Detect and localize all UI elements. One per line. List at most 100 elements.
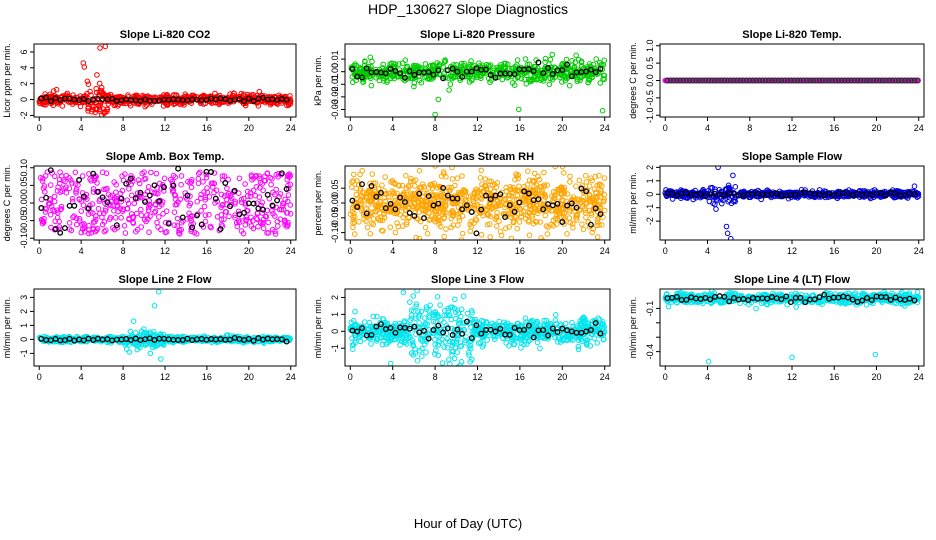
mean-point bbox=[730, 190, 737, 197]
outlier-point bbox=[90, 103, 97, 110]
mean-point bbox=[363, 65, 370, 72]
outlier-point bbox=[516, 106, 522, 113]
data-point bbox=[456, 217, 463, 224]
data-point bbox=[509, 80, 516, 86]
data-point bbox=[178, 173, 185, 179]
x-tick-label: 20 bbox=[871, 123, 881, 133]
data-point bbox=[583, 179, 590, 185]
mean-point bbox=[132, 195, 139, 202]
data-point bbox=[174, 223, 181, 229]
data-point bbox=[224, 185, 230, 192]
x-tick-label: 24 bbox=[600, 123, 610, 133]
data-point bbox=[115, 208, 121, 215]
data-point bbox=[416, 209, 422, 216]
data-point bbox=[93, 85, 99, 92]
data-point bbox=[598, 190, 604, 197]
data-point bbox=[580, 226, 587, 233]
data-point bbox=[435, 214, 442, 221]
data-point bbox=[548, 64, 555, 71]
data-point bbox=[593, 189, 599, 195]
mean-point bbox=[784, 77, 791, 84]
data-point bbox=[560, 197, 566, 204]
data-point bbox=[56, 176, 63, 183]
data-point bbox=[94, 180, 100, 186]
data-point bbox=[147, 213, 153, 220]
mean-point bbox=[895, 77, 902, 84]
y-tick-label: 2 bbox=[645, 165, 655, 170]
mean-point bbox=[468, 68, 475, 75]
data-point bbox=[238, 196, 245, 203]
data-point bbox=[350, 178, 357, 184]
data-point bbox=[367, 231, 374, 237]
data-point bbox=[583, 214, 589, 221]
mean-point bbox=[845, 77, 851, 84]
data-point bbox=[399, 204, 406, 211]
data-point bbox=[564, 231, 570, 237]
data-point bbox=[492, 216, 498, 222]
data-point bbox=[600, 198, 607, 205]
data-point bbox=[230, 90, 237, 96]
data-point bbox=[519, 199, 526, 206]
data-point bbox=[597, 194, 604, 200]
data-point bbox=[429, 182, 436, 189]
data-point bbox=[369, 171, 376, 177]
x-tick-label: 20 bbox=[557, 246, 567, 256]
data-point bbox=[40, 185, 47, 191]
data-point bbox=[533, 182, 540, 188]
mean-point bbox=[734, 77, 741, 84]
mean-point bbox=[179, 214, 186, 221]
data-point bbox=[517, 206, 524, 212]
data-point bbox=[274, 218, 281, 225]
mean-point bbox=[711, 77, 718, 84]
data-point bbox=[389, 207, 396, 214]
data-point bbox=[411, 83, 417, 90]
data-point bbox=[127, 328, 134, 335]
mean-point bbox=[142, 198, 149, 205]
data-point bbox=[104, 108, 110, 115]
data-point bbox=[88, 92, 94, 98]
data-point bbox=[69, 196, 76, 202]
data-point bbox=[516, 219, 523, 225]
mean-point bbox=[787, 77, 794, 84]
panel-4: Slope Amb. Box Temp.degrees C per min.0 4… bbox=[2, 151, 297, 256]
mean-point bbox=[47, 167, 54, 174]
mean-point bbox=[564, 202, 571, 209]
mean-point bbox=[889, 77, 896, 84]
data-point bbox=[262, 213, 269, 220]
mean-point bbox=[699, 77, 706, 84]
outlier-point bbox=[911, 183, 918, 189]
data-point bbox=[351, 210, 357, 217]
data-point bbox=[561, 210, 568, 217]
data-point bbox=[232, 214, 238, 221]
data-point bbox=[384, 79, 390, 85]
data-point bbox=[50, 88, 57, 94]
mean-point bbox=[373, 193, 380, 200]
data-point bbox=[576, 177, 583, 184]
data-point bbox=[663, 193, 670, 200]
data-point bbox=[101, 228, 108, 235]
mean-point bbox=[841, 77, 848, 84]
data-point bbox=[559, 210, 566, 216]
data-point bbox=[448, 224, 454, 231]
mean-point bbox=[392, 67, 399, 74]
data-point bbox=[479, 181, 485, 187]
data-point bbox=[586, 183, 593, 189]
data-point bbox=[200, 179, 206, 185]
data-point bbox=[284, 176, 291, 183]
data-point bbox=[134, 190, 141, 196]
data-point bbox=[384, 73, 390, 79]
data-point bbox=[372, 186, 378, 193]
mean-point bbox=[411, 72, 418, 78]
data-point bbox=[141, 176, 147, 182]
data-point bbox=[512, 63, 519, 70]
data-point bbox=[270, 189, 276, 196]
data-point bbox=[240, 230, 247, 237]
mean-point bbox=[911, 190, 918, 197]
data-point bbox=[544, 182, 550, 188]
y-tick-label: -0.03 bbox=[330, 99, 340, 120]
mean-point bbox=[838, 77, 845, 84]
data-point bbox=[493, 215, 500, 221]
data-point bbox=[438, 205, 444, 212]
data-point bbox=[502, 195, 508, 202]
